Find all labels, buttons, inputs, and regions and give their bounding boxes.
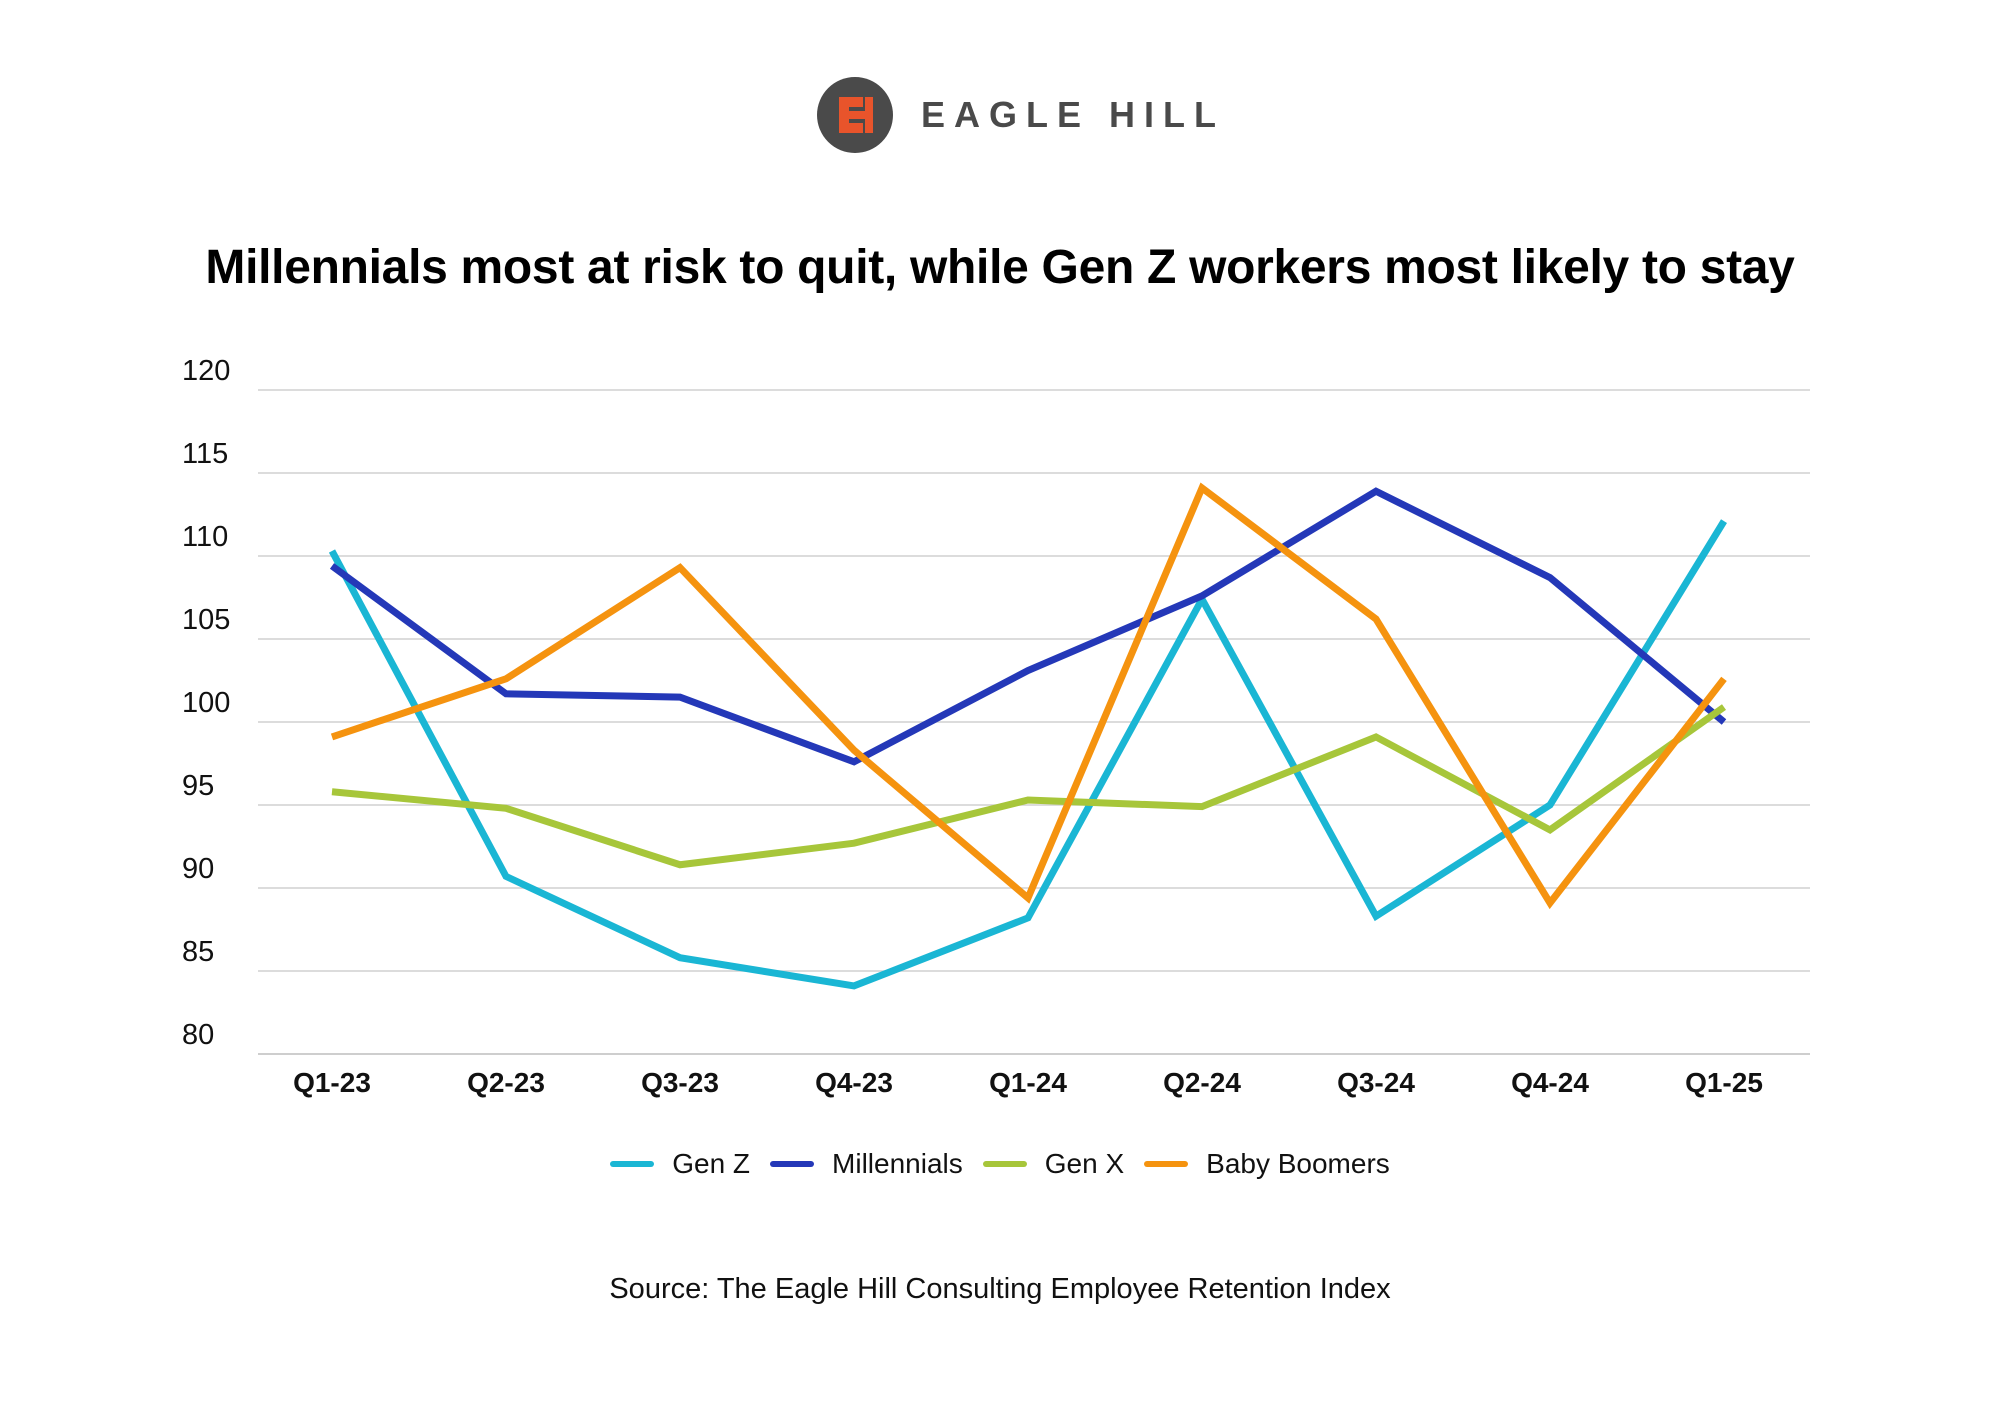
source-note: Source: The Eagle Hill Consulting Employ… [609, 1273, 1391, 1305]
eagle-hill-logo-icon [817, 77, 893, 153]
x-tick-label: Q4-24 [1511, 1067, 1589, 1098]
legend-swatch [1144, 1161, 1189, 1167]
gridlines [258, 389, 1810, 1055]
y-axis-ticks: 80 85 90 95 100 105 110 115 120 [182, 355, 230, 1051]
series-line-baby-boomers [330, 482, 1727, 910]
brand-logo: EAGLE HILL [817, 75, 1225, 155]
legend-label: Gen X [1044, 1148, 1125, 1179]
y-tick-label: 105 [182, 604, 230, 636]
x-tick-label: Q3-23 [641, 1067, 719, 1098]
x-tick-label: Q3-24 [1337, 1067, 1415, 1098]
x-tick-label: Q1-23 [293, 1067, 371, 1098]
y-tick-label: 120 [182, 355, 230, 387]
y-tick-label: 85 [182, 936, 214, 968]
brand-name: EAGLE HILL [921, 94, 1225, 135]
x-tick-label: Q1-24 [989, 1067, 1067, 1098]
legend-item-gen-x: Gen X [982, 1148, 1125, 1180]
legend: Gen Z Millennials Gen X Baby Boomers [0, 1148, 2000, 1180]
x-axis-ticks: Q1-23 Q2-23 Q3-23 Q4-23 Q1-24 Q2-24 Q3-24 Q4-24… [293, 1067, 1763, 1098]
legend-label: Baby Boomers [1206, 1148, 1390, 1179]
y-tick-label: 115 [182, 438, 228, 470]
legend-swatch [982, 1161, 1027, 1167]
legend-item-baby-boomers: Baby Boomers [1144, 1148, 1390, 1180]
chart-title: Millennials most at risk to quit, while … [205, 241, 1795, 294]
y-tick-label: 100 [182, 687, 230, 719]
series-line-gen-z [328, 519, 1727, 990]
y-tick-label: 80 [182, 1019, 214, 1051]
legend-swatch [770, 1161, 815, 1167]
legend-label: Gen Z [672, 1148, 751, 1179]
y-tick-label: 95 [182, 770, 214, 802]
legend-swatch [610, 1161, 655, 1167]
series-lines [328, 482, 1727, 990]
legend-item-gen-z: Gen Z [610, 1148, 750, 1180]
series-line-gen-x [331, 704, 1727, 869]
x-tick-label: Q2-23 [467, 1067, 545, 1098]
legend-item-millennials: Millennials [770, 1148, 963, 1180]
x-tick-label: Q2-24 [1163, 1067, 1241, 1098]
y-tick-label: 110 [182, 521, 228, 553]
y-tick-label: 90 [182, 853, 214, 885]
x-tick-label: Q1-25 [1685, 1067, 1763, 1098]
series-line-millennials [329, 487, 1727, 766]
x-tick-label: Q4-23 [815, 1067, 893, 1098]
legend-label: Millennials [832, 1148, 963, 1179]
